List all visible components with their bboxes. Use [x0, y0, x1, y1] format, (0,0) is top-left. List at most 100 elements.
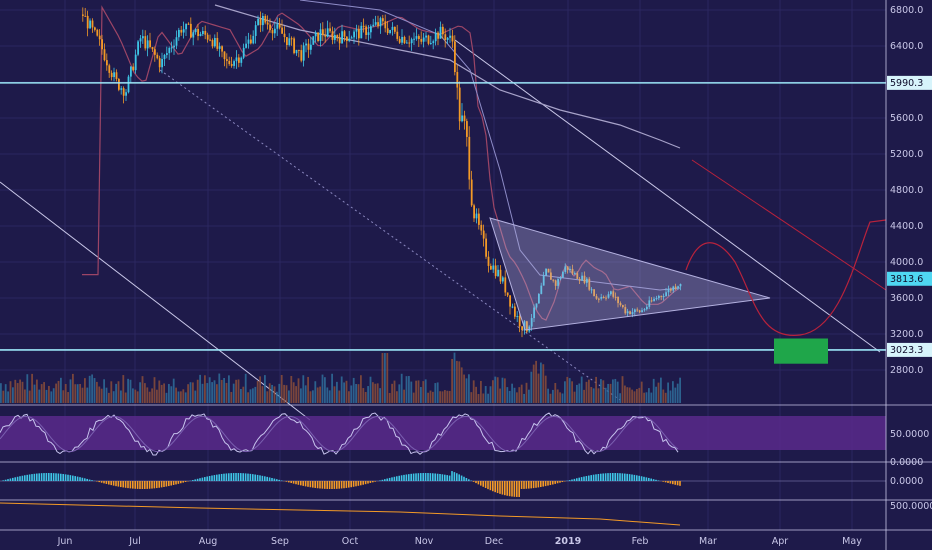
candle-body [173, 45, 175, 48]
volume-bar [350, 385, 353, 403]
price-axis[interactable]: 6800.06400.06000.05600.05200.04800.04400… [885, 0, 932, 550]
candle-body [499, 269, 502, 282]
macd-bar [650, 478, 652, 481]
volume-bar [619, 393, 621, 403]
macd-bar [290, 481, 292, 484]
candle-body [326, 28, 329, 37]
macd-bar [511, 481, 513, 497]
macd-bar [482, 481, 484, 487]
candle-body [432, 41, 435, 44]
volume-bar [2, 390, 5, 403]
macd-bar [600, 473, 602, 481]
volume-bar [9, 381, 12, 403]
volume-bar [475, 386, 477, 403]
candle-body [605, 297, 607, 299]
candle-body [367, 32, 370, 35]
candle-body [624, 307, 627, 314]
macd-bar [266, 476, 268, 481]
volume-bar [290, 375, 293, 403]
candle-body [314, 32, 317, 37]
candle-body [372, 24, 375, 27]
candle-body [439, 26, 442, 39]
macd-bar [364, 481, 367, 485]
macd-pane[interactable] [0, 471, 886, 497]
volume-bar [249, 389, 252, 403]
macd-bar [537, 481, 540, 488]
candle-body [602, 296, 605, 298]
candle-body [576, 273, 579, 279]
candle-body [94, 27, 96, 30]
macd-bar [182, 481, 184, 483]
volume-bar [333, 386, 336, 403]
macd-bar [518, 481, 520, 497]
macd-bar [151, 481, 153, 489]
stochastic-pane[interactable] [0, 412, 886, 456]
volume-bar [508, 390, 511, 403]
macd-bar [297, 481, 300, 485]
candle-body [238, 57, 240, 63]
candle-body [154, 49, 156, 55]
macd-bar [52, 473, 55, 481]
macd-bar [43, 473, 45, 481]
volume-bar [223, 377, 225, 403]
candle-body [581, 275, 583, 281]
macd-bar [633, 474, 636, 481]
candle-body [346, 36, 348, 41]
volume-bar [657, 382, 660, 403]
macd-bar [170, 481, 172, 486]
oscillator-pane[interactable] [0, 502, 681, 526]
candle-body [125, 92, 127, 96]
macd-bar [172, 481, 175, 485]
candle-body [679, 284, 682, 287]
candle-body [588, 278, 591, 290]
volume-bar [352, 377, 355, 403]
volume-bar [381, 353, 384, 403]
candle-body [377, 22, 379, 27]
macd-bar [132, 481, 134, 489]
volume-bar [38, 389, 41, 403]
macd-bar [535, 481, 537, 488]
volume-bar [232, 383, 235, 403]
volume-bar [386, 353, 389, 403]
macd-bar [72, 475, 74, 481]
macd-bar [163, 481, 165, 487]
candle-body [84, 15, 87, 17]
candle-body [646, 306, 648, 310]
time-axis[interactable]: Jun Jul Aug Sep Oct Nov Dec 2019 Feb Mar Apr May [57, 536, 863, 547]
macd-bar [103, 481, 105, 484]
volume-bar [336, 381, 338, 403]
candle-body [530, 318, 533, 327]
price-tick-label: 4400.0 [890, 221, 923, 232]
candle-body [96, 29, 99, 36]
macd-bar [561, 481, 564, 483]
candle-body [350, 37, 353, 39]
time-tick-label: Dec [485, 536, 503, 547]
candle-body [648, 300, 651, 307]
candle-body [434, 32, 437, 42]
macd-bar [295, 481, 297, 485]
candle-body [278, 24, 281, 28]
macd-bar [408, 474, 410, 481]
candle-body [456, 72, 459, 88]
candle-body [636, 309, 639, 311]
volume-bar [304, 385, 307, 403]
macd-bar [309, 481, 312, 488]
macd-bar [175, 481, 177, 485]
volume-bar [672, 381, 674, 403]
candle-body [670, 289, 672, 291]
volume-bar [283, 384, 285, 403]
candle-body [98, 35, 101, 40]
macd-bar [134, 481, 136, 489]
candle-body [211, 40, 214, 47]
projection-line [691, 159, 887, 291]
candle-body [185, 23, 187, 30]
candle-body [276, 24, 279, 29]
volume-bar [338, 390, 341, 403]
volume-bar [139, 382, 141, 403]
candle-body [451, 35, 454, 42]
candle-body [283, 33, 286, 38]
macd-bar [384, 479, 386, 481]
candle-body [518, 316, 521, 327]
macd-bar [352, 481, 355, 487]
